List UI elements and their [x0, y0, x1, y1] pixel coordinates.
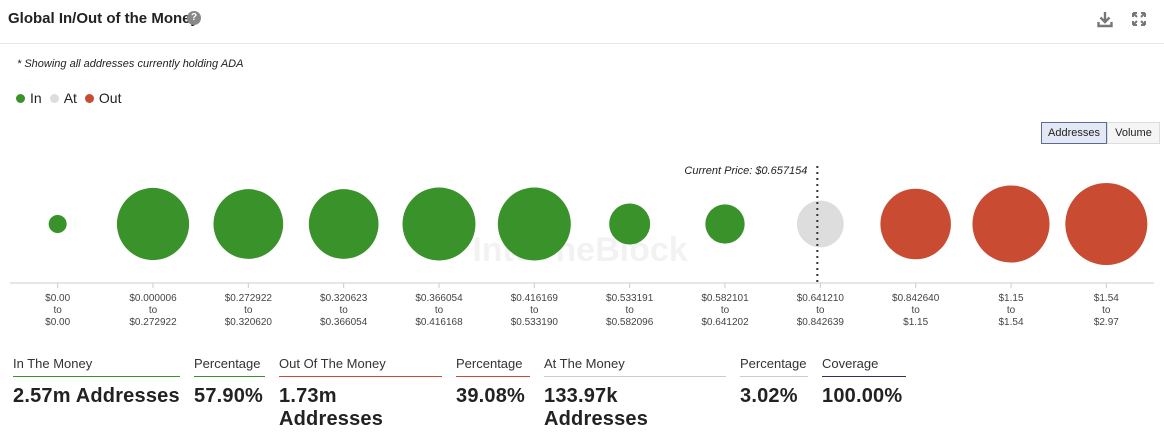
tick-label-to: $0.582096 — [606, 317, 654, 328]
bubble-in — [402, 187, 476, 261]
tick-label-to: $0.533190 — [511, 317, 559, 328]
stat-out-percentage: Percentage 39.08% — [456, 356, 530, 408]
stat-label: Percentage — [456, 356, 530, 377]
stat-at-percentage: Percentage 3.02% — [740, 356, 808, 408]
legend-item-in[interactable]: In — [16, 90, 42, 106]
bubble-in — [213, 189, 284, 259]
tick-label-to: $0.842639 — [797, 317, 845, 328]
stat-label: Percentage — [194, 356, 265, 377]
bubble-chart: IntoTheBlock$0.00to$0.00$0.000006to$0.27… — [10, 165, 1154, 328]
holding-note: * Showing all addresses currently holdin… — [17, 58, 244, 70]
stat-value: 133.97k Addresses — [544, 385, 649, 430]
tick-label-to-word: to — [339, 305, 348, 316]
tick-label-to-word: to — [1007, 305, 1016, 316]
addresses-toggle-button[interactable]: Addresses — [1041, 122, 1107, 144]
tick-label-to-word: to — [625, 305, 634, 316]
tick-label-from: $0.582101 — [701, 293, 749, 304]
bubble-in — [48, 214, 67, 234]
stat-coverage: Coverage 100.00% — [822, 356, 906, 408]
tick-label-from: $0.533191 — [606, 293, 654, 304]
bubble-in — [308, 189, 379, 259]
stat-value: 57.90% — [194, 385, 264, 407]
volume-toggle-button[interactable]: Volume — [1107, 122, 1160, 144]
tick-label-to: $0.366054 — [320, 317, 368, 328]
tick-label-from: $1.15 — [998, 293, 1023, 304]
bubble-at — [796, 200, 844, 248]
tick-label-to-word: to — [816, 305, 825, 316]
tick-label-from: $0.272922 — [225, 293, 273, 304]
page-title: Global In/Out of the Money — [8, 10, 199, 27]
bubble-in — [116, 187, 190, 261]
stat-at-the-money: At The Money 133.97k Addresses — [544, 356, 726, 431]
legend-dot-at — [49, 93, 59, 103]
tick-label-to-word: to — [149, 305, 158, 316]
bubble-in — [497, 187, 571, 261]
tick-label-to: $0.416168 — [415, 317, 463, 328]
tick-label-from: $0.00 — [45, 293, 70, 304]
stats-row: In The Money 2.57m Addresses Percentage … — [0, 356, 1164, 430]
stat-label: Out Of The Money — [279, 356, 442, 377]
tick-label-from: $1.54 — [1094, 293, 1119, 304]
tick-label-to: $0.00 — [45, 317, 70, 328]
legend-label-out: Out — [98, 90, 122, 106]
stat-label: In The Money — [13, 356, 180, 377]
tick-label-from: $0.320623 — [320, 293, 368, 304]
bubble-out — [880, 188, 951, 260]
tick-label-to-word: to — [53, 305, 62, 316]
current-price-label: Current Price: $0.657154 — [684, 165, 807, 177]
panel-header: Global In/Out of the Money ? — [0, 0, 1164, 44]
stat-value: 39.08% — [456, 385, 526, 407]
expand-icon[interactable] — [1130, 10, 1148, 28]
stat-value: 100.00% — [822, 385, 903, 407]
tick-label-to-word: to — [1102, 305, 1111, 316]
stat-in-the-money: In The Money 2.57m Addresses — [13, 356, 180, 408]
stat-value: 1.73m Addresses — [279, 385, 384, 430]
tick-label-to: $0.641202 — [701, 317, 749, 328]
chart-legend: In At Out — [16, 90, 130, 106]
bubble-in — [705, 204, 745, 244]
bubble-out — [1065, 183, 1148, 265]
tick-label-to-word: to — [911, 305, 920, 316]
tick-label-to: $1.54 — [998, 317, 1023, 328]
tick-label-to-word: to — [244, 305, 253, 316]
stat-label: At The Money — [544, 356, 726, 377]
download-icon[interactable] — [1096, 10, 1114, 28]
tick-label-from: $0.416169 — [511, 293, 559, 304]
tick-label-from: $0.641210 — [797, 293, 845, 304]
bubble-out — [972, 185, 1050, 263]
stat-value: 3.02% — [740, 385, 798, 407]
legend-item-at[interactable]: At — [49, 90, 77, 106]
tick-label-from: $0.366054 — [415, 293, 463, 304]
legend-dot-out — [84, 93, 94, 103]
legend-label-in: In — [30, 90, 42, 106]
tick-label-to: $0.272922 — [129, 317, 177, 328]
tick-label-to: $2.97 — [1094, 317, 1119, 328]
legend-label-at: At — [63, 90, 77, 106]
tick-label-from: $0.842640 — [892, 293, 940, 304]
legend-item-out[interactable]: Out — [84, 90, 122, 106]
help-icon[interactable]: ? — [187, 11, 201, 25]
tick-label-from: $0.000006 — [129, 293, 177, 304]
stat-out-of-the-money: Out Of The Money 1.73m Addresses — [279, 356, 442, 431]
tick-label-to-word: to — [435, 305, 444, 316]
stat-value: 2.57m Addresses — [13, 385, 180, 407]
legend-dot-in — [16, 93, 25, 103]
tick-label-to-word: to — [530, 305, 539, 316]
tick-label-to: $0.320620 — [225, 317, 273, 328]
tick-label-to-word: to — [721, 305, 730, 316]
stat-in-percentage: Percentage 57.90% — [194, 356, 265, 408]
tick-label-to: $1.15 — [903, 317, 928, 328]
stat-label: Percentage — [740, 356, 808, 377]
bubble-in — [609, 203, 651, 245]
stat-label: Coverage — [822, 356, 906, 377]
